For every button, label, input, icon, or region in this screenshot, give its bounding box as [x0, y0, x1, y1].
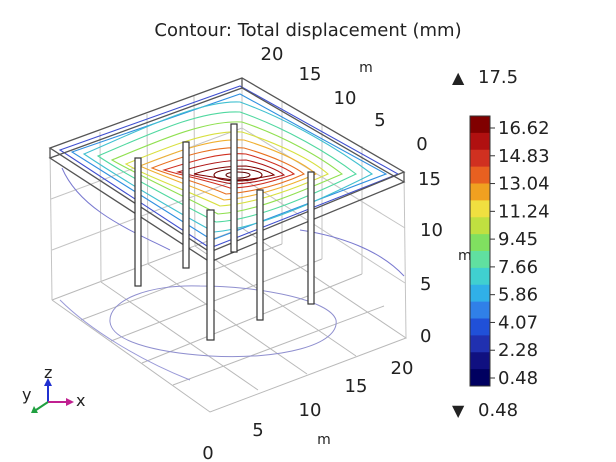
colorbar-band — [470, 200, 490, 218]
z-tick-label: 15 — [418, 169, 441, 190]
colorbar-tick-label: 5.86 — [498, 285, 538, 306]
z-tick-label: 5 — [420, 274, 431, 295]
piles — [134, 123, 315, 341]
colorbar-band — [470, 267, 490, 286]
colorbar-tick-label: 0.48 — [498, 368, 538, 389]
side-axis-unit: m — [458, 248, 472, 264]
colorbar-tick-label: 13.04 — [498, 174, 550, 195]
x-tick-label: 15 — [345, 376, 368, 397]
x-tick-label: 20 — [391, 358, 414, 379]
colorbar-tick-label: 11.24 — [498, 201, 550, 222]
top-tick-label: 0 — [416, 134, 427, 155]
x-axis-ticks: 0 5 10 15 20 m — [202, 358, 413, 462]
colorbar-band — [470, 352, 490, 370]
triad-z-label: z — [44, 363, 52, 382]
x-tick-label: 10 — [299, 400, 322, 421]
top-tick-label: 15 — [299, 64, 322, 85]
colorbar-labels: 16.62 14.83 13.04 11.24 9.45 7.66 5.86 4.07 2.28… — [490, 118, 550, 389]
colorbar-band — [470, 183, 490, 201]
top-tick-label: 10 — [334, 88, 357, 109]
min-value: 0.48 — [478, 400, 518, 421]
color-legend: ▲ 17.5 16.62 14.83 13.04 11.24 9.45 7.66 5.86 4… — [452, 67, 550, 421]
bottom-axis-unit: m — [317, 432, 331, 448]
colorbar-band — [470, 251, 490, 269]
min-marker: ▼ — [452, 401, 465, 420]
colorbar-band — [470, 116, 490, 134]
top-axis-ticks: 20 15 10 5 0 m — [261, 44, 428, 155]
triad-x-label: x — [76, 391, 85, 410]
top-axis-unit: m — [359, 60, 373, 76]
z-tick-label: 10 — [420, 220, 443, 241]
pile — [256, 189, 264, 321]
pile — [206, 209, 215, 341]
top-tick-label: 20 — [261, 44, 284, 65]
z-axis-ticks: 15 10 5 0 m — [418, 169, 472, 347]
colorbar-band — [470, 132, 490, 151]
pile — [134, 157, 142, 287]
top-tick-label: 5 — [374, 110, 385, 131]
colorbar-band — [470, 301, 490, 319]
max-value: 17.5 — [478, 67, 518, 88]
colorbar-band — [470, 369, 490, 387]
colorbar-tick-label: 16.62 — [498, 118, 550, 139]
colorbar-band — [470, 335, 490, 353]
colorbar-band — [470, 234, 490, 252]
floor-grid — [51, 227, 408, 413]
back-wall-grid — [49, 78, 407, 339]
z-tick-label: 0 — [420, 326, 431, 347]
x-tick-label: 5 — [252, 420, 263, 441]
axis-triad: z y x — [22, 363, 85, 413]
pile — [307, 171, 315, 305]
triad-y-label: y — [22, 385, 31, 404]
x-tick-label: 0 — [202, 443, 213, 462]
colorbar-tick-label: 9.45 — [498, 229, 538, 250]
colorbar-tick-label: 2.28 — [498, 340, 538, 361]
colorbar-tick-label: 7.66 — [498, 257, 538, 278]
colorbar-tick-label: 14.83 — [498, 146, 550, 167]
colorbar — [470, 116, 490, 387]
plot-title: Contour: Total displacement (mm) — [154, 20, 461, 41]
colorbar-band — [470, 217, 490, 235]
colorbar-tick-label: 4.07 — [498, 312, 538, 333]
pile — [182, 141, 190, 269]
max-marker: ▲ — [452, 68, 465, 87]
pile — [230, 123, 238, 253]
slab-contours — [58, 85, 400, 249]
colorbar-band — [470, 284, 490, 303]
colorbar-band — [470, 166, 490, 184]
colorbar-band — [470, 149, 490, 168]
colorbar-band — [470, 318, 490, 336]
